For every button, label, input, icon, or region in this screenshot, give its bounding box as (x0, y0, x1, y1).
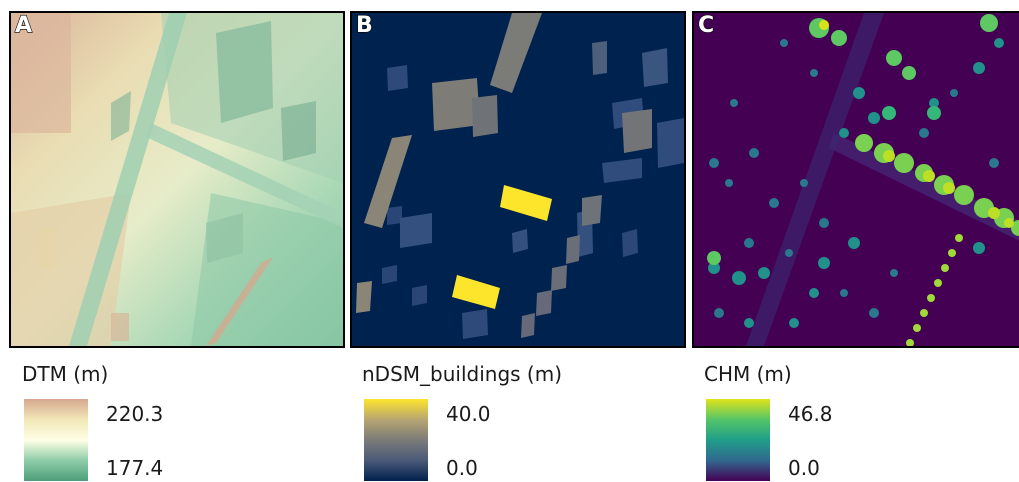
legend-min-dtm: 177.4 (106, 456, 164, 480)
legend-dtm: DTM (m) 220.3 177.4 (10, 362, 340, 481)
legend-title-chm: CHM (m) (704, 362, 792, 386)
legend-title-dtm: DTM (m) (22, 362, 109, 386)
ndsm-raster (352, 13, 684, 346)
chm-raster (694, 13, 1019, 346)
panel-letter-a: A (14, 13, 33, 38)
legend-ndsm: nDSM_buildings (m) 40.0 0.0 (350, 362, 680, 481)
colorbar-ndsm (364, 399, 428, 481)
map-panel-dtm: A (9, 11, 345, 348)
map-panel-chm: C (692, 11, 1019, 348)
legend-max-ndsm: 40.0 (446, 402, 491, 426)
legend-min-ndsm: 0.0 (446, 456, 478, 480)
colorbar-dtm (24, 399, 88, 481)
colorbar-chm (706, 399, 770, 481)
legend-min-chm: 0.0 (788, 456, 820, 480)
legend-max-chm: 46.8 (788, 402, 833, 426)
map-panel-ndsm-buildings: B (350, 11, 686, 348)
legend-chm: CHM (m) 46.8 0.0 (692, 362, 1019, 481)
dtm-raster (11, 13, 343, 346)
legend-max-dtm: 220.3 (106, 402, 164, 426)
panel-letter-b: B (355, 13, 373, 38)
panel-letter-c: C (697, 13, 715, 38)
legend-title-ndsm: nDSM_buildings (m) (362, 362, 562, 386)
